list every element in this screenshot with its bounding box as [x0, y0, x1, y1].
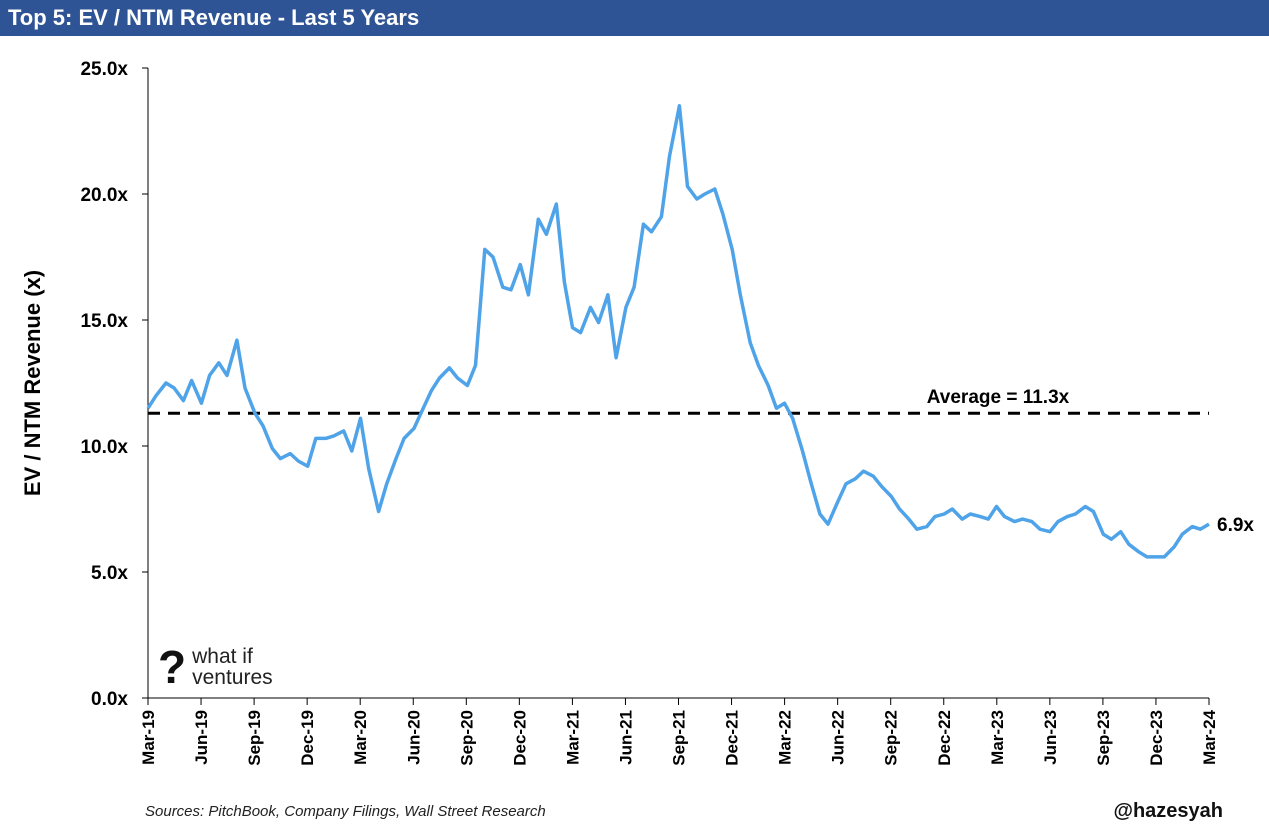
series-line: [146, 104, 1210, 559]
x-tick-label: Mar-22: [776, 710, 795, 765]
sources-note: Sources: PitchBook, Company Filings, Wal…: [145, 803, 546, 820]
x-tick-label: Jun-20: [404, 710, 423, 765]
x-tick-label: Mar-24: [1200, 709, 1219, 764]
x-tick-label: Sep-21: [670, 710, 689, 766]
y-tick-label: 25.0x: [80, 59, 128, 80]
what-if-ventures-logo: ? what if ventures: [158, 644, 273, 690]
logo-line-2: ventures: [192, 666, 273, 689]
x-tick-label: Sep-23: [1094, 710, 1113, 766]
x-tick-label: Jun-23: [1041, 710, 1060, 765]
x-tick-label: Jun-22: [829, 710, 848, 765]
y-axis-title: EV / NTM Revenue (x): [20, 270, 45, 496]
author-handle: @hazesyah: [1113, 800, 1223, 822]
x-tick-label: Dec-21: [723, 710, 742, 766]
x-tick-label: Jun-21: [616, 710, 635, 765]
x-tick-label: Mar-23: [988, 710, 1007, 765]
question-mark-icon: ?: [158, 641, 187, 693]
x-tick-label: Mar-21: [563, 710, 582, 765]
x-tick-label: Sep-20: [457, 710, 476, 766]
x-tick-label: Dec-20: [510, 710, 529, 766]
x-tick-label: Dec-19: [298, 710, 317, 766]
x-tick-label: Sep-22: [882, 710, 901, 766]
logo-line-1: what if: [192, 645, 253, 668]
x-tick-label: Mar-19: [139, 710, 158, 765]
average-label: Average = 11.3x: [927, 387, 1070, 408]
logo-text: what if ventures: [192, 646, 273, 688]
chart: 0.0x 5.0x 10.0x 15.0x 20.0x 25.0x EV / NTM Rev…: [20, 59, 1254, 766]
y-tick-label: 10.0x: [80, 437, 128, 458]
x-tick-label: Mar-20: [351, 710, 370, 765]
x-tick-label: Dec-23: [1147, 710, 1166, 766]
y-tick-label: 5.0x: [91, 563, 128, 584]
y-tick-label: 15.0x: [80, 311, 128, 332]
y-tick-label: 20.0x: [80, 185, 128, 206]
x-tick-label: Dec-22: [935, 710, 954, 766]
y-tick-label: 0.0x: [91, 689, 128, 710]
x-tick-label: Jun-19: [192, 710, 211, 765]
end-value-label: 6.9x: [1217, 515, 1254, 536]
chart-title: Top 5: EV / NTM Revenue - Last 5 Years: [0, 0, 1269, 36]
x-tick-label: Sep-19: [245, 710, 264, 766]
